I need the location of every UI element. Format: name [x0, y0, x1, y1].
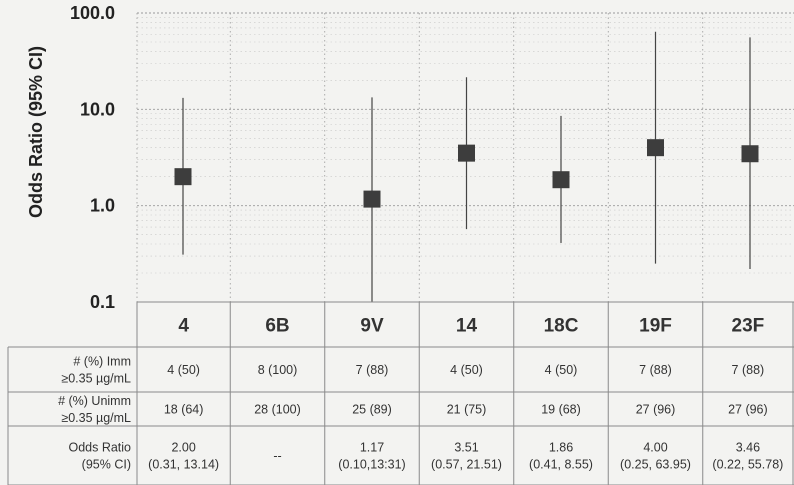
row-label: Odds Ratio — [68, 441, 131, 455]
category-label-14: 14 — [456, 316, 478, 337]
table-cell: (0.31, 13.14) — [148, 458, 219, 472]
row-label: ≥0.35 µg/mL — [61, 411, 131, 425]
table-cell: 7 (88) — [639, 363, 672, 377]
data-table: 4 6B 9V 14 18C 19F 23F # (%) Imm ≥0.35 µg/mL 4 (5… — [7, 301, 794, 485]
table-cell: 28 (100) — [254, 403, 301, 417]
point-marker-19F — [647, 139, 664, 157]
table-cell: 4.00 — [643, 441, 667, 455]
table-cell: (0.57, 21.51) — [431, 458, 502, 472]
y-axis-label: Odds Ratio (95% CI) — [26, 46, 46, 218]
y-axis: 0.1 1.0 10.0 100.0 — [70, 3, 115, 312]
data-marks — [174, 31, 759, 302]
category-label-4: 4 — [178, 316, 189, 337]
category-label-23F: 23F — [732, 316, 765, 337]
table-cell: 18 (64) — [164, 403, 204, 417]
category-label-18C: 18C — [544, 316, 579, 337]
table-cell: 4 (50) — [545, 363, 578, 377]
point-marker-18C — [552, 171, 570, 189]
y-tick-label: 0.1 — [90, 292, 115, 312]
table-cell: 27 (96) — [636, 403, 676, 417]
table-cell: 1.17 — [360, 441, 384, 455]
table-cell: 3.46 — [736, 441, 760, 455]
point-marker-4 — [174, 168, 192, 186]
row-label: ≥0.35 µg/mL — [61, 372, 131, 386]
point-marker-14 — [458, 144, 475, 162]
table-cell: 21 (75) — [447, 403, 487, 417]
table-cell: 27 (96) — [728, 403, 768, 417]
table-cell: 3.51 — [454, 441, 478, 455]
table-cell: (0.41, 8.55) — [529, 458, 593, 472]
table-cell: (0.25, 63.95) — [620, 458, 691, 472]
row-label: # (%) Imm — [73, 355, 131, 369]
y-tick-label: 1.0 — [90, 196, 115, 216]
row-label: # (%) Unimm — [58, 394, 131, 408]
category-label-19F: 19F — [639, 316, 672, 337]
table-cell: 25 (89) — [352, 403, 392, 417]
table-cell: (0.22, 55.78) — [712, 458, 783, 472]
y-tick-label: 10.0 — [80, 99, 115, 119]
table-cell: (0.10,13:31) — [338, 458, 405, 472]
table-cell: 2.00 — [171, 441, 195, 455]
category-label-9V: 9V — [360, 316, 384, 337]
table-cell: 4 (50) — [450, 363, 483, 377]
row-label: (95% CI) — [82, 458, 131, 472]
y-tick-label: 100.0 — [70, 3, 115, 23]
table-cell: 8 (100) — [258, 363, 298, 377]
table-cell: 1.86 — [549, 441, 573, 455]
table-cell: 7 (88) — [732, 363, 765, 377]
table-cell: 7 (88) — [356, 363, 389, 377]
point-marker-23F — [741, 145, 759, 163]
category-label-6B: 6B — [265, 316, 289, 337]
table-cell: -- — [273, 449, 281, 463]
point-marker-9V — [363, 190, 381, 208]
table-cell: 19 (68) — [541, 403, 581, 417]
table-cell: 4 (50) — [167, 363, 200, 377]
